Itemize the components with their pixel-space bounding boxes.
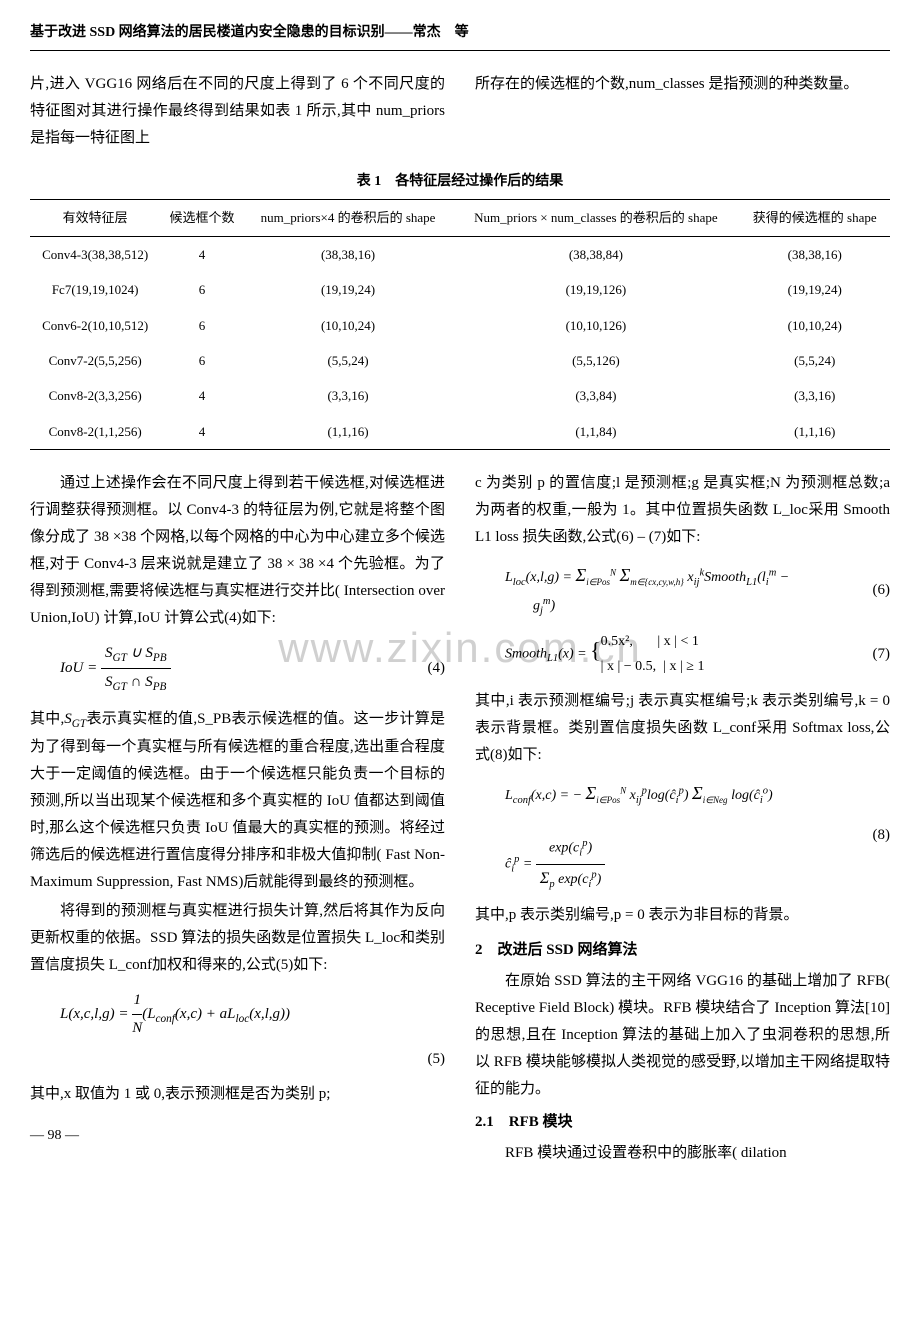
table-cell: 6 bbox=[160, 308, 243, 343]
left-p3: 将得到的预测框与真实框进行损失计算,然后将其作为反向更新权重的依据。SSD 算法… bbox=[30, 898, 445, 979]
table-cell: 6 bbox=[160, 272, 243, 307]
right-p3: 其中,p 表示类别编号,p = 0 表示为非目标的背景。 bbox=[475, 902, 890, 929]
right-p1: c 为类别 p 的置信度;l 是预测框;g 是真实框;N 为预测框总数;a 为两… bbox=[475, 470, 890, 551]
eq6-num: (6) bbox=[863, 577, 891, 604]
left-column: 通过上述操作会在不同尺度上得到若干候选框,对候选框进行调整获得预测框。以 Con… bbox=[30, 470, 445, 1169]
table-cell: (10,10,24) bbox=[739, 308, 890, 343]
table-row: Conv8-2(1,1,256)4(1,1,16)(1,1,84)(1,1,16… bbox=[30, 414, 890, 450]
eq4-num: (4) bbox=[418, 655, 446, 682]
top-left-text: 片,进入 VGG16 网络后在不同的尺度上得到了 6 个不同尺度的特征图对其进行… bbox=[30, 71, 445, 152]
table-cell: 4 bbox=[160, 236, 243, 272]
table-cell: Conv8-2(1,1,256) bbox=[30, 414, 160, 450]
th-3: Num_priors × num_classes 的卷积后的 shape bbox=[452, 200, 739, 236]
table-row: Conv6-2(10,10,512)6(10,10,24)(10,10,126)… bbox=[30, 308, 890, 343]
equation-6: Lloc(x,l,g) = Σi∈PosN Σm∈{cx,cy,w,h} xij… bbox=[505, 559, 890, 621]
left-p2: 其中,SGT表示真实框的值,S_PB表示候选框的值。这一步计算是为了得到每一个真… bbox=[30, 706, 445, 896]
th-1: 候选框个数 bbox=[160, 200, 243, 236]
table-cell: (3,3,16) bbox=[244, 378, 453, 413]
page-number: — 98 — bbox=[30, 1123, 445, 1148]
table-cell: (1,1,16) bbox=[244, 414, 453, 450]
table-cell: (1,1,16) bbox=[739, 414, 890, 450]
table-cell: (5,5,126) bbox=[452, 343, 739, 378]
table-row: Conv4-3(38,38,512)4(38,38,16)(38,38,84)(… bbox=[30, 236, 890, 272]
table-cell: (19,19,24) bbox=[244, 272, 453, 307]
th-2: num_priors×4 的卷积后的 shape bbox=[244, 200, 453, 236]
two-column-body: 通过上述操作会在不同尺度上得到若干候选框,对候选框进行调整获得预测框。以 Con… bbox=[30, 470, 890, 1169]
equation-5: L(x,c,l,g) = 1N(Lconf(x,c) + aLloc(x,l,g… bbox=[60, 987, 445, 1042]
table-cell: Conv4-3(38,38,512) bbox=[30, 236, 160, 272]
table-cell: (10,10,126) bbox=[452, 308, 739, 343]
equation-7: SmoothL1(x) = {0.5x², | x | < 1| x | − 0… bbox=[505, 629, 890, 679]
eq8-num: (8) bbox=[863, 822, 891, 849]
top-paragraph-row: 片,进入 VGG16 网络后在不同的尺度上得到了 6 个不同尺度的特征图对其进行… bbox=[30, 71, 890, 154]
right-p2: 其中,i 表示预测框编号;j 表示真实框编号;k 表示类别编号,k = 0 表示… bbox=[475, 688, 890, 769]
section-2-title: 2 改进后 SSD 网络算法 bbox=[475, 937, 890, 964]
eq5-num: (5) bbox=[418, 1046, 446, 1073]
table-cell: Fc7(19,19,1024) bbox=[30, 272, 160, 307]
table-cell: (19,19,24) bbox=[739, 272, 890, 307]
table-caption: 表 1 各特征层经过操作后的结果 bbox=[30, 169, 890, 194]
table-cell: (10,10,24) bbox=[244, 308, 453, 343]
left-p1: 通过上述操作会在不同尺度上得到若干候选框,对候选框进行调整获得预测框。以 Con… bbox=[30, 470, 445, 632]
right-p5: RFB 模块通过设置卷积中的膨胀率( dilation bbox=[475, 1140, 890, 1167]
right-p4: 在原始 SSD 算法的主干网络 VGG16 的基础上增加了 RFB( Recep… bbox=[475, 968, 890, 1103]
table-cell: 4 bbox=[160, 414, 243, 450]
th-0: 有效特征层 bbox=[30, 200, 160, 236]
table-row: Conv7-2(5,5,256)6(5,5,24)(5,5,126)(5,5,2… bbox=[30, 343, 890, 378]
table-cell: (5,5,24) bbox=[244, 343, 453, 378]
table-cell: (19,19,126) bbox=[452, 272, 739, 307]
section-2-1-title: 2.1 RFB 模块 bbox=[475, 1109, 890, 1136]
page-header: 基于改进 SSD 网络算法的居民楼道内安全隐患的目标识别——常杰 等 bbox=[30, 20, 890, 51]
table-cell: Conv6-2(10,10,512) bbox=[30, 308, 160, 343]
equation-4: IoU = SGT ∪ SPBSGT ∩ SPB (4) bbox=[60, 640, 445, 698]
table-cell: (3,3,84) bbox=[452, 378, 739, 413]
top-right-text: 所存在的候选框的个数,num_classes 是指预测的种类数量。 bbox=[475, 71, 890, 152]
table-cell: (3,3,16) bbox=[739, 378, 890, 413]
table-cell: Conv7-2(5,5,256) bbox=[30, 343, 160, 378]
table-cell: 6 bbox=[160, 343, 243, 378]
left-p4: 其中,x 取值为 1 或 0,表示预测框是否为类别 p; bbox=[30, 1081, 445, 1108]
table-cell: (38,38,16) bbox=[739, 236, 890, 272]
table-row: Conv8-2(3,3,256)4(3,3,16)(3,3,84)(3,3,16… bbox=[30, 378, 890, 413]
feature-layer-table: 有效特征层 候选框个数 num_priors×4 的卷积后的 shape Num… bbox=[30, 199, 890, 450]
th-4: 获得的候选框的 shape bbox=[739, 200, 890, 236]
table-cell: (5,5,24) bbox=[739, 343, 890, 378]
table-row: Fc7(19,19,1024)6(19,19,24)(19,19,126)(19… bbox=[30, 272, 890, 307]
table-cell: (38,38,84) bbox=[452, 236, 739, 272]
right-column: c 为类别 p 的置信度;l 是预测框;g 是真实框;N 为预测框总数;a 为两… bbox=[475, 470, 890, 1169]
table-cell: 4 bbox=[160, 378, 243, 413]
table-cell: (38,38,16) bbox=[244, 236, 453, 272]
table-cell: Conv8-2(3,3,256) bbox=[30, 378, 160, 413]
eq7-num: (7) bbox=[863, 641, 891, 668]
table-cell: (1,1,84) bbox=[452, 414, 739, 450]
equation-8: Lconf(x,c) = − Σi∈PosN xijplog(ĉip) Σi∈N… bbox=[505, 777, 890, 895]
